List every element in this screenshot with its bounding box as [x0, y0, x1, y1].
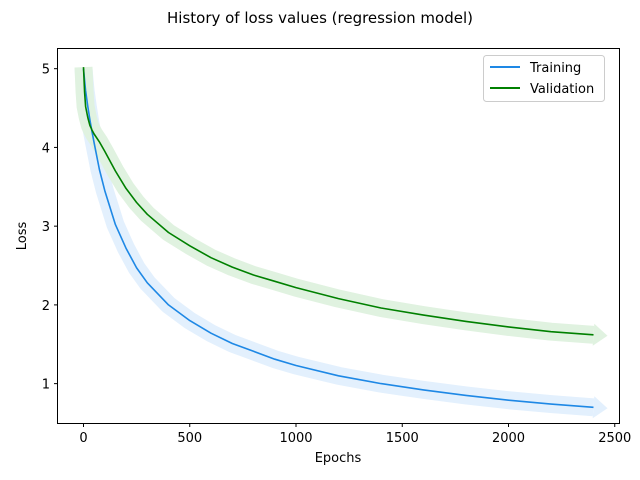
- highlight-arrowhead-validation: [592, 323, 608, 346]
- y-tick-label: 5: [42, 63, 50, 78]
- x-axis-label: Epochs: [315, 451, 362, 466]
- plot-frame: [57, 48, 620, 424]
- series-highlight-bands: [74, 66, 608, 419]
- series-line-validation: [82, 67, 594, 336]
- highlight-arrowhead-training: [592, 396, 608, 419]
- y-axis-ticks: 1 2 3 4 5: [42, 63, 58, 393]
- x-tick-label: 2500: [598, 431, 631, 446]
- y-tick-label: 3: [42, 220, 50, 235]
- x-tick-label: 1000: [279, 431, 312, 446]
- legend-label-validation: Validation: [530, 82, 594, 97]
- legend-label-training: Training: [529, 61, 581, 76]
- y-tick-label: 1: [42, 378, 50, 393]
- x-tick-label: 2000: [492, 431, 525, 446]
- series-line-training: [82, 68, 594, 409]
- x-tick-label: 0: [79, 431, 87, 446]
- x-tick-label: 1500: [386, 431, 419, 446]
- y-tick-label: 4: [42, 141, 50, 156]
- series-lines: [82, 67, 594, 409]
- chart-title: History of loss values (regression model…: [167, 9, 473, 27]
- y-axis-label: Loss: [15, 222, 30, 251]
- y-tick-label: 2: [42, 299, 50, 314]
- legend: Training Validation: [483, 55, 605, 102]
- highlight-band-training: [74, 67, 595, 417]
- x-tick-label: 500: [177, 431, 202, 446]
- x-axis-ticks: 0 500 1000 1500 2000 2500: [79, 423, 631, 446]
